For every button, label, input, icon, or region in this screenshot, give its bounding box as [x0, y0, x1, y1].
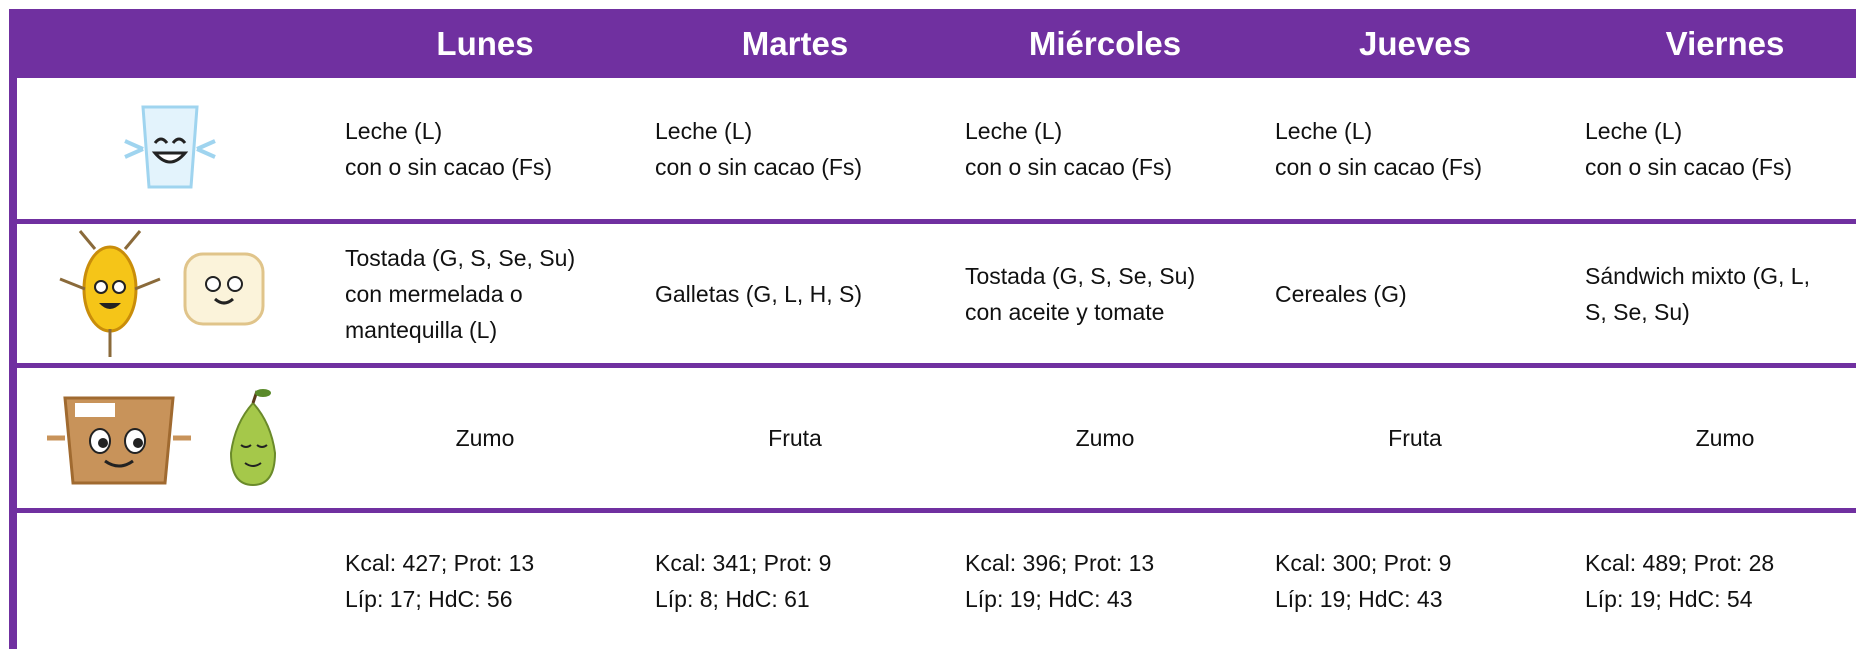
cell-text: Leche (L): [345, 117, 443, 144]
juice-and-pear: [46, 389, 276, 487]
cell-text: con o sin cacao (Fs): [1275, 153, 1483, 180]
cell-text: Leche (L): [1275, 117, 1373, 144]
row-separator: [17, 508, 1856, 513]
cell-text: S, Se, Su): [1585, 298, 1690, 325]
cell-text: Sándwich mixto (G, L,: [1585, 262, 1810, 289]
cell-text: con aceite y tomate: [965, 298, 1165, 325]
cell-text: Leche (L): [965, 117, 1063, 144]
menu-cell: Zumo: [340, 368, 630, 508]
row-separator: [17, 219, 1856, 224]
menu-table: Lunes Martes Miércoles Jueves Viernes Leche (…: [9, 9, 1856, 649]
menu-cell: Kcal: 300; Prot: 9 Líp: 19; HdC: 43: [1275, 513, 1565, 649]
cell-text: Leche (L): [1585, 117, 1683, 144]
cell-text: Cereales (G): [1275, 280, 1407, 307]
menu-cell: Tostada (G, S, Se, Su) con mermelada o man…: [345, 224, 635, 363]
cell-text: Galletas (G, L, H, S): [655, 280, 863, 307]
menu-cell: Cereales (G): [1275, 224, 1565, 363]
milk-glass: [123, 105, 216, 188]
cell-text: Líp: 8; HdC: 61: [655, 586, 810, 612]
cell-text: Tostada (G, S, Se, Su): [345, 244, 576, 271]
menu-cell: Sándwich mixto (G, L, S, Se, Su): [1585, 224, 1856, 363]
menu-cell: Leche (L) con o sin cacao (Fs): [1275, 78, 1565, 219]
cell-text: Líp: 17; HdC: 56: [345, 586, 513, 612]
menu-cell: Leche (L) con o sin cacao (Fs): [345, 78, 635, 219]
menu-cell: Zumo: [1580, 368, 1856, 508]
cell-text: con o sin cacao (Fs): [1585, 153, 1793, 180]
cell-text: Kcal: 300; Prot: 9: [1275, 550, 1452, 576]
cell-text: con mermelada o: [345, 280, 523, 307]
cell-text: Fruta: [768, 425, 822, 451]
menu-cell: Tostada (G, S, Se, Su) con aceite y tomat…: [965, 224, 1255, 363]
day-header: Lunes: [436, 24, 534, 62]
cell-text: con o sin cacao (Fs): [655, 153, 863, 180]
day-header: Martes: [741, 24, 849, 62]
menu-cell: Leche (L) con o sin cacao (Fs): [965, 78, 1255, 219]
row-separator: [17, 363, 1856, 368]
wheat-and-toast: [58, 229, 264, 357]
cell-text: mantequilla (L): [345, 316, 498, 343]
cell-text: Kcal: 427; Prot: 13: [345, 550, 535, 576]
menu-cell: Kcal: 427; Prot: 13 Líp: 17; HdC: 56: [345, 513, 635, 649]
day-header: Miércoles: [1028, 24, 1182, 62]
cell-text: Tostada (G, S, Se, Su): [965, 262, 1196, 289]
menu-cell: Fruta: [650, 368, 940, 508]
cell-text: Líp: 19; HdC: 43: [1275, 586, 1443, 612]
cell-text: Kcal: 341; Prot: 9: [655, 550, 832, 576]
menu-cell: Leche (L) con o sin cacao (Fs): [655, 78, 945, 219]
fruit-icon: [17, 368, 322, 508]
menu-cell: Kcal: 489; Prot: 28 Líp: 19; HdC: 54: [1585, 513, 1856, 649]
day-header: Jueves: [1359, 24, 1471, 62]
cell-text: Leche (L): [655, 117, 753, 144]
menu-cell: Fruta: [1270, 368, 1560, 508]
cell-text: con o sin cacao (Fs): [965, 153, 1173, 180]
menu-cell: Kcal: 341; Prot: 9 Líp: 8; HdC: 61: [655, 513, 945, 649]
cell-text: Zumo: [1695, 425, 1755, 451]
menu-cell: Galletas (G, L, H, S): [655, 224, 945, 363]
cell-text: Kcal: 489; Prot: 28: [1585, 550, 1775, 576]
cell-text: Kcal: 396; Prot: 13: [965, 550, 1155, 576]
cell-text: Zumo: [455, 425, 515, 451]
header-row: [17, 9, 1856, 78]
cereal-icon: [17, 224, 322, 363]
cell-text: Líp: 19; HdC: 43: [965, 586, 1133, 612]
menu-cell: Kcal: 396; Prot: 13 Líp: 19; HdC: 43: [965, 513, 1255, 649]
cell-text: Zumo: [1075, 425, 1135, 451]
day-header: Viernes: [1665, 24, 1785, 62]
menu-cell: Leche (L) con o sin cacao (Fs): [1585, 78, 1856, 219]
cell-text: con o sin cacao (Fs): [345, 153, 553, 180]
menu-cell: Zumo: [960, 368, 1250, 508]
milk-icon: [17, 78, 322, 219]
cell-text: Líp: 19; HdC: 54: [1585, 586, 1753, 612]
cell-text: Fruta: [1388, 425, 1442, 451]
